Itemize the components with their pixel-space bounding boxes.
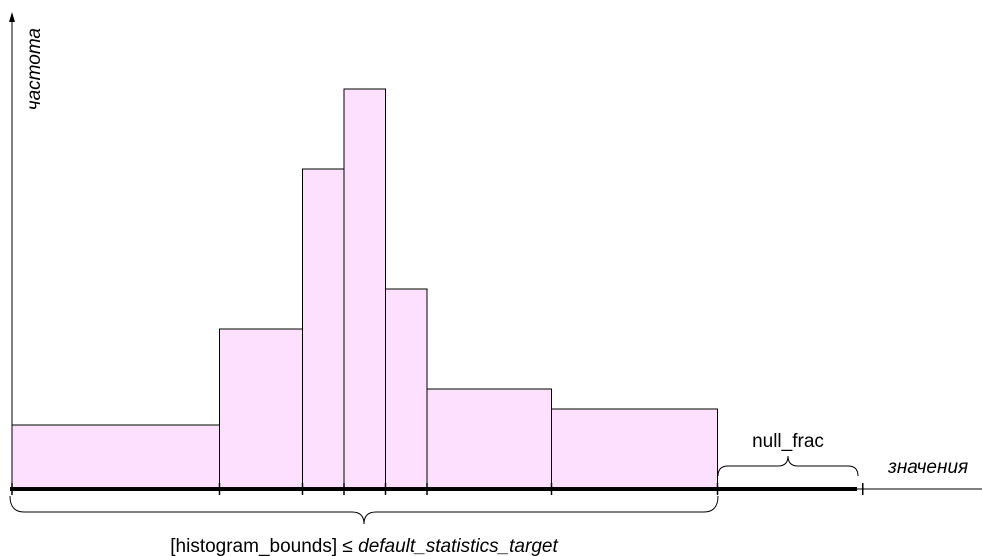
y-axis-arrow xyxy=(9,12,15,22)
null-frac-label: null_frac xyxy=(752,431,824,452)
null-frac-brace xyxy=(717,455,859,477)
histogram-bar-6 xyxy=(426,388,552,490)
default-statistics-target-text: default_statistics_target xyxy=(358,536,558,556)
histogram-bars xyxy=(11,88,718,490)
histogram-bar-7 xyxy=(551,408,718,490)
histogram-bounds-label: [histogram_bounds] ≤ default_statistics_… xyxy=(170,536,558,556)
histogram-bar-3 xyxy=(302,168,345,490)
x-axis-label: значения xyxy=(887,457,968,478)
histogram-bar-1 xyxy=(11,424,220,490)
histogram-bar-5 xyxy=(385,288,428,490)
histogram-bounds-prefix: [histogram_bounds] ≤ xyxy=(170,536,358,556)
histogram-bar-2 xyxy=(219,328,303,490)
bound-ticks xyxy=(11,483,864,495)
histogram-bounds-brace xyxy=(9,495,719,525)
histogram-bar-4 xyxy=(343,88,386,490)
y-axis-label: частота xyxy=(24,28,45,110)
